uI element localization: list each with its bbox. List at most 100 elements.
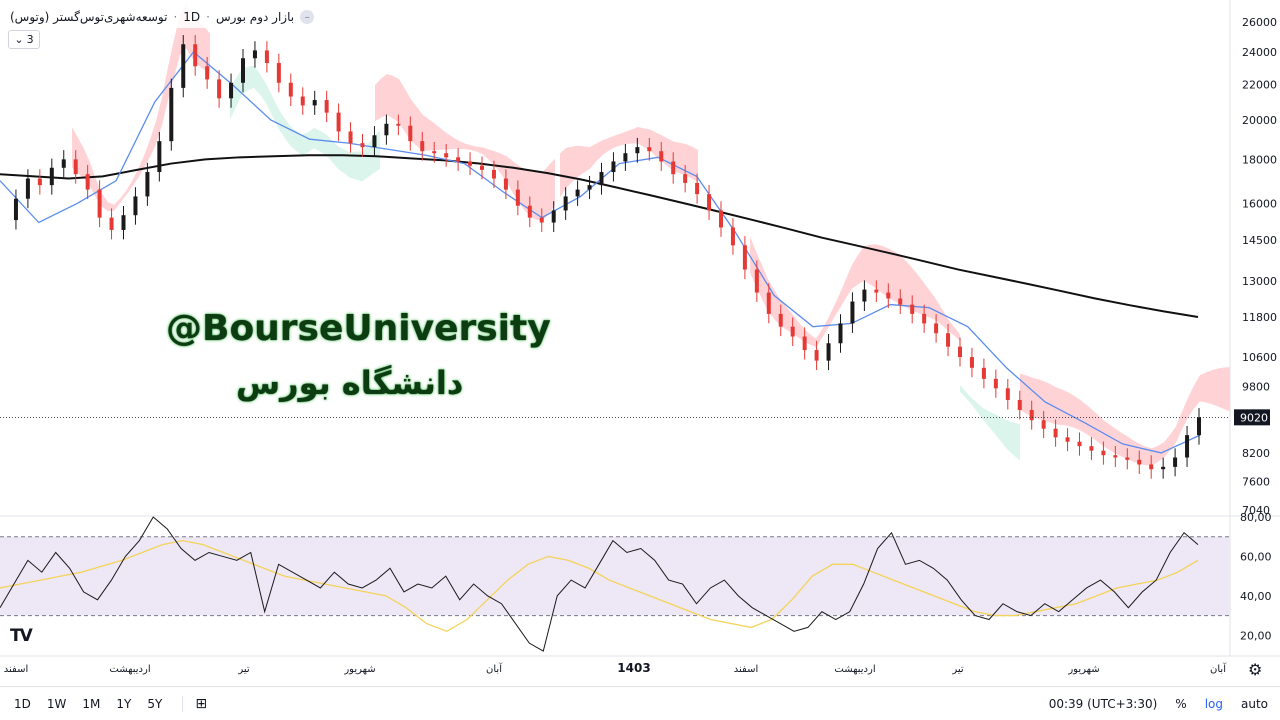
candle-body (169, 87, 174, 142)
cloud-segment-1 (230, 66, 380, 182)
candle-body (157, 141, 162, 173)
range-button-1d[interactable]: 1D (14, 696, 31, 711)
rsi-tick-label: 20,00 (1240, 629, 1272, 642)
gear-icon[interactable]: ⚙ (1248, 660, 1263, 679)
symbol-name[interactable]: توسعه‌شهری‌توس‌گستر (وتوس) (10, 10, 168, 24)
candle-body (647, 147, 652, 152)
tradingview-logo[interactable]: TV (10, 626, 33, 646)
candle (551, 201, 556, 232)
candle-body (874, 289, 879, 293)
candle-body (1077, 441, 1082, 447)
price-tick-label: 22000 (1242, 78, 1277, 91)
candle (145, 162, 150, 206)
price-tick-label: 18000 (1242, 153, 1277, 166)
symbol-header: توسعه‌شهری‌توس‌گستر (وتوس) · 1D · بازار … (6, 6, 319, 28)
calendar-range-icon[interactable]: ⊞ (182, 695, 207, 712)
candle-body (300, 96, 305, 106)
candle-body (348, 131, 353, 144)
range-button-1m[interactable]: 1M (82, 696, 101, 711)
cloud-segment-4 (750, 236, 960, 348)
candle (1041, 411, 1046, 439)
candle-body (13, 198, 18, 221)
candle (217, 70, 222, 108)
candle-body (790, 326, 795, 337)
candle (61, 150, 66, 178)
candle-body (336, 112, 341, 132)
candle (826, 334, 831, 371)
candle (1149, 455, 1154, 479)
price-axis[interactable]: 26000 24000 22000 20000 18000 16000 14500 13000… (0, 0, 1277, 656)
time-tick-label: اردیبهشت (109, 664, 150, 675)
candle (1053, 419, 1058, 447)
range-button-1w[interactable]: 1W (46, 696, 67, 711)
candle (1173, 448, 1178, 477)
candle (754, 260, 759, 303)
candle (193, 35, 198, 76)
chevron-down-icon: ⌄ (14, 33, 24, 46)
candle-body (1089, 446, 1094, 451)
candle-body (1041, 420, 1046, 429)
candle-body (1065, 437, 1070, 442)
candle-body (1161, 466, 1166, 470)
price-tick-label: 7600 (1242, 475, 1270, 488)
candle-body (491, 169, 496, 179)
price-tick-label: 13000 (1242, 275, 1277, 288)
candle (527, 196, 532, 228)
price-tick-label: 26000 (1242, 16, 1277, 29)
log-scale-toggle[interactable]: log (1204, 696, 1223, 711)
candle (157, 131, 162, 182)
candle (1185, 425, 1190, 467)
candle-body (85, 174, 90, 190)
candle-body (862, 289, 867, 302)
cloud-segment-2 (375, 73, 555, 221)
candle-body (109, 217, 114, 230)
candle (336, 103, 341, 141)
candle (993, 369, 998, 398)
rsi-line (0, 516, 1199, 652)
auto-scale-toggle[interactable]: auto (1240, 696, 1268, 711)
candle (575, 180, 580, 206)
candle-body (73, 159, 78, 175)
candle (635, 137, 640, 163)
time-tick-label: تیر (237, 664, 250, 675)
interval-label[interactable]: 1D (183, 10, 201, 24)
candle (456, 148, 461, 171)
clock-readout[interactable]: 00:39 (UTC+3:30) (1048, 696, 1158, 711)
candle (611, 152, 616, 182)
candle-body (599, 172, 604, 186)
range-button-1y[interactable]: 1Y (116, 696, 132, 711)
candle-body (1113, 455, 1118, 458)
candle (360, 133, 365, 157)
range-button-5y[interactable]: 5Y (147, 696, 163, 711)
cloud-segment-5 (960, 385, 1020, 461)
candle-body (49, 167, 54, 186)
indicator-toggle-button[interactable]: ⌄ 3 (8, 30, 40, 49)
candle (468, 152, 473, 176)
candle-body (575, 189, 580, 197)
candle (671, 152, 676, 184)
time-axis[interactable]: اسفند اردیبهشت تیر شهریور آبان 1403 اسفند اردیب… (0, 655, 1280, 675)
candle-body (444, 153, 449, 158)
candle (133, 187, 138, 225)
candle (73, 150, 78, 184)
candle (778, 304, 783, 337)
chevron-up-icon[interactable]: – (300, 10, 315, 24)
candle (1029, 400, 1034, 430)
last-price-label: 9020 (1240, 411, 1268, 424)
candle-body (898, 298, 903, 305)
rsi-pane[interactable]: 80,00 60,00 40,00 20,00 (0, 511, 1280, 652)
rsi-band (0, 536, 1230, 616)
candle-body (778, 313, 783, 327)
candle (1065, 428, 1070, 452)
candle (922, 304, 927, 333)
candle-body (1185, 435, 1190, 458)
percent-toggle[interactable]: % (1175, 696, 1187, 711)
candle-body (1101, 450, 1106, 456)
price-tick-label: 16000 (1242, 197, 1277, 210)
candle (252, 41, 257, 68)
candle (444, 143, 449, 167)
candle (623, 143, 628, 171)
candle (169, 78, 174, 151)
time-tick-label: شهریور (343, 664, 375, 675)
